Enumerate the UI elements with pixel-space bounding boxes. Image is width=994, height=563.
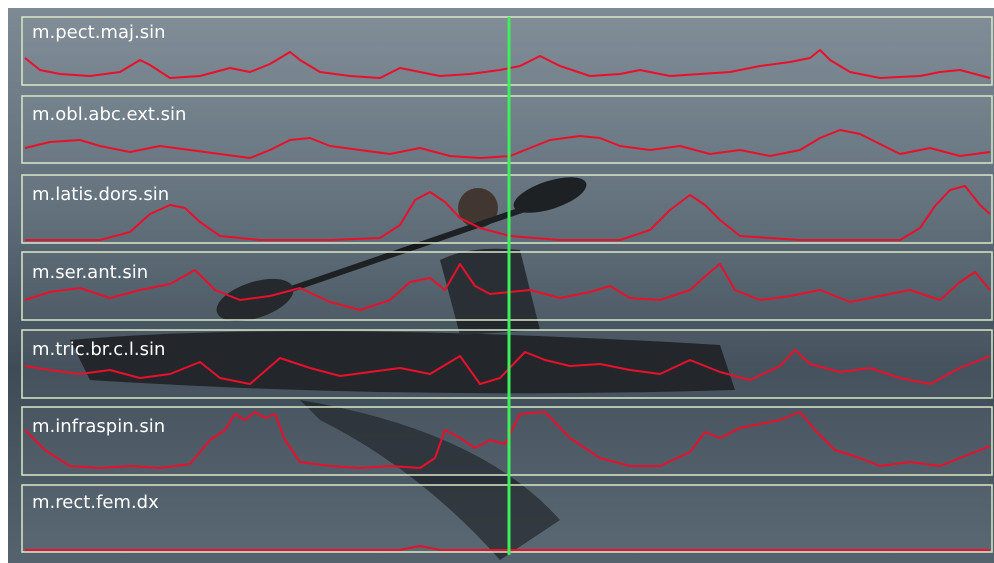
- panel-frame: [21, 16, 993, 86]
- emg-trace: [25, 185, 991, 241]
- panel-frame: [21, 329, 993, 399]
- muscle-label: m.rect.fem.dx: [32, 492, 159, 513]
- panel-labels: m.pect.maj.sin m.obl.abc.ext.sin m.latis…: [32, 22, 186, 513]
- emg-panels: [21, 16, 993, 553]
- panel-frame: [21, 174, 993, 244]
- emg-trace: [25, 545, 990, 551]
- muscle-label: m.tric.br.c.l.sin: [32, 339, 165, 360]
- muscle-label: m.infraspin.sin: [32, 416, 165, 437]
- reflection: [300, 400, 560, 560]
- paddle-blade: [216, 278, 294, 322]
- emg-trace: [24, 129, 991, 159]
- muscle-label: m.ser.ant.sin: [32, 262, 148, 283]
- emg-trace: [24, 349, 991, 385]
- panel-frame: [21, 484, 993, 553]
- kayak-scene: [70, 177, 735, 560]
- muscle-label: m.obl.abc.ext.sin: [32, 104, 186, 125]
- panel-frame: [21, 251, 993, 321]
- paddler-head: [458, 188, 498, 228]
- paddle-blade: [513, 177, 587, 213]
- muscle-label: m.latis.dors.sin: [32, 184, 169, 205]
- panel-frame: [21, 95, 993, 164]
- emg-trace: [24, 411, 991, 469]
- muscle-label: m.pect.maj.sin: [32, 22, 166, 43]
- emg-trace: [24, 49, 991, 79]
- kayak: [70, 331, 735, 394]
